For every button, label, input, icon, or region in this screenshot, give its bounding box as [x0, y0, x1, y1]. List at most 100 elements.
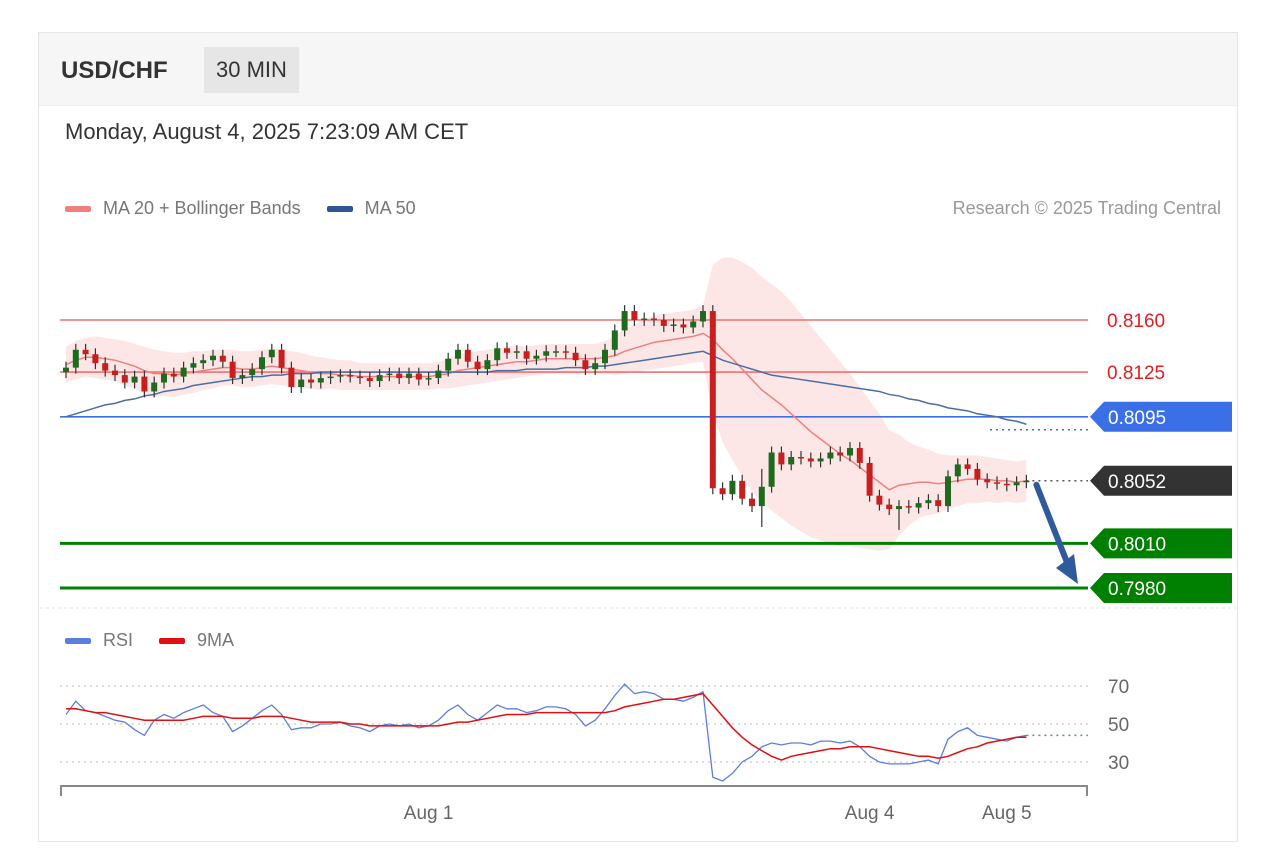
candle	[660, 314, 667, 332]
candle	[896, 500, 902, 530]
candle	[905, 500, 912, 514]
candle	[886, 498, 893, 516]
candle	[856, 442, 863, 469]
candle	[288, 361, 295, 393]
legend-item-ma50: MA 50	[326, 198, 416, 219]
candle	[974, 462, 981, 486]
ma50-line	[65, 350, 1027, 425]
candle	[92, 348, 99, 370]
candle	[112, 364, 118, 382]
candle	[719, 482, 726, 501]
bollinger-band	[66, 257, 1027, 551]
candle	[445, 352, 452, 377]
legend-swatch-9ma	[159, 637, 186, 644]
candle	[984, 473, 991, 489]
support-price-label: 0.8010	[1108, 534, 1166, 555]
candle	[945, 470, 951, 513]
candle	[180, 361, 187, 383]
forecast-arrowhead	[1056, 554, 1078, 584]
legend-label-9ma: 9MA	[197, 630, 235, 650]
candle	[582, 354, 589, 376]
candle	[543, 345, 550, 362]
candle	[357, 370, 363, 385]
candle	[308, 373, 314, 389]
candle	[327, 370, 334, 385]
candle	[523, 345, 530, 365]
candle	[229, 355, 236, 385]
candle	[749, 492, 755, 513]
candle	[572, 346, 579, 367]
candle	[151, 376, 158, 398]
candle	[641, 312, 648, 326]
pivot-price-tag	[1090, 401, 1232, 432]
candle	[484, 354, 491, 376]
resistance-price-label: 0.8125	[1107, 363, 1165, 384]
resistance-price-label: 0.8160	[1107, 311, 1165, 332]
x-tick-label: Aug 4	[845, 803, 895, 824]
candle	[386, 367, 393, 382]
legend-swatch-ma20	[65, 205, 91, 212]
candle	[602, 343, 608, 370]
candle	[268, 343, 275, 364]
candle	[298, 373, 305, 393]
candle	[709, 305, 716, 495]
candle	[200, 354, 207, 370]
candle	[994, 476, 1000, 490]
support-price-tag	[1090, 573, 1232, 603]
candle	[259, 351, 265, 376]
legend-swatch-ma50	[326, 205, 353, 212]
interval-badge[interactable]: 30 MIN	[204, 47, 299, 93]
candle	[219, 349, 226, 368]
candle	[758, 468, 765, 527]
support-price-tag	[1090, 528, 1232, 559]
candle	[827, 446, 834, 465]
candle	[455, 343, 461, 365]
candle	[680, 318, 687, 334]
candle	[170, 367, 177, 383]
legend-label-ma50: MA 50	[364, 198, 416, 218]
candle	[954, 458, 961, 483]
candle	[729, 474, 736, 501]
candle	[778, 446, 785, 471]
candle	[406, 367, 412, 385]
candle	[631, 305, 638, 326]
chart-header: USD/CHF 30 MIN	[39, 33, 1237, 106]
candle	[807, 452, 814, 468]
candle	[131, 370, 138, 389]
candle	[190, 357, 197, 374]
candle	[690, 315, 697, 334]
rsi-tick-label: 70	[1108, 677, 1129, 698]
candle	[376, 369, 383, 387]
candle	[964, 458, 971, 475]
candle	[102, 357, 109, 377]
research-credit: Research © 2025 Trading Central	[952, 198, 1221, 218]
candle	[592, 357, 599, 376]
candle	[435, 364, 442, 385]
rsi-9ma-line	[66, 692, 1027, 761]
current-price-label: 0.8052	[1108, 472, 1166, 493]
legend-item-9ma: 9MA	[159, 630, 234, 651]
candle	[670, 318, 677, 332]
candle	[82, 343, 89, 361]
candle	[415, 367, 422, 386]
candle	[866, 456, 873, 502]
candle	[1003, 477, 1010, 492]
candle	[1023, 474, 1030, 489]
candle	[249, 363, 256, 382]
chart-datetime: Monday, August 4, 2025 7:23:09 AM CET	[65, 119, 469, 144]
legend-item-ma20: MA 20 + Bollinger Bands	[65, 198, 301, 219]
candle	[651, 312, 657, 326]
candle	[121, 369, 128, 389]
legend-label-ma20: MA 20 + Bollinger Bands	[103, 198, 301, 218]
candle	[141, 370, 148, 398]
forecast-arrow	[1033, 481, 1073, 573]
candle	[425, 372, 432, 386]
chart-card: USD/CHF 30 MIN Monday, August 4, 2025 7:…	[38, 32, 1238, 842]
legend-item-rsi: RSI	[65, 630, 133, 651]
rsi-tick-label: 50	[1108, 715, 1129, 736]
candle	[464, 343, 471, 368]
rsi-tick-label: 30	[1108, 753, 1129, 774]
candle	[278, 343, 285, 374]
support-price-label: 0.7980	[1108, 579, 1166, 600]
